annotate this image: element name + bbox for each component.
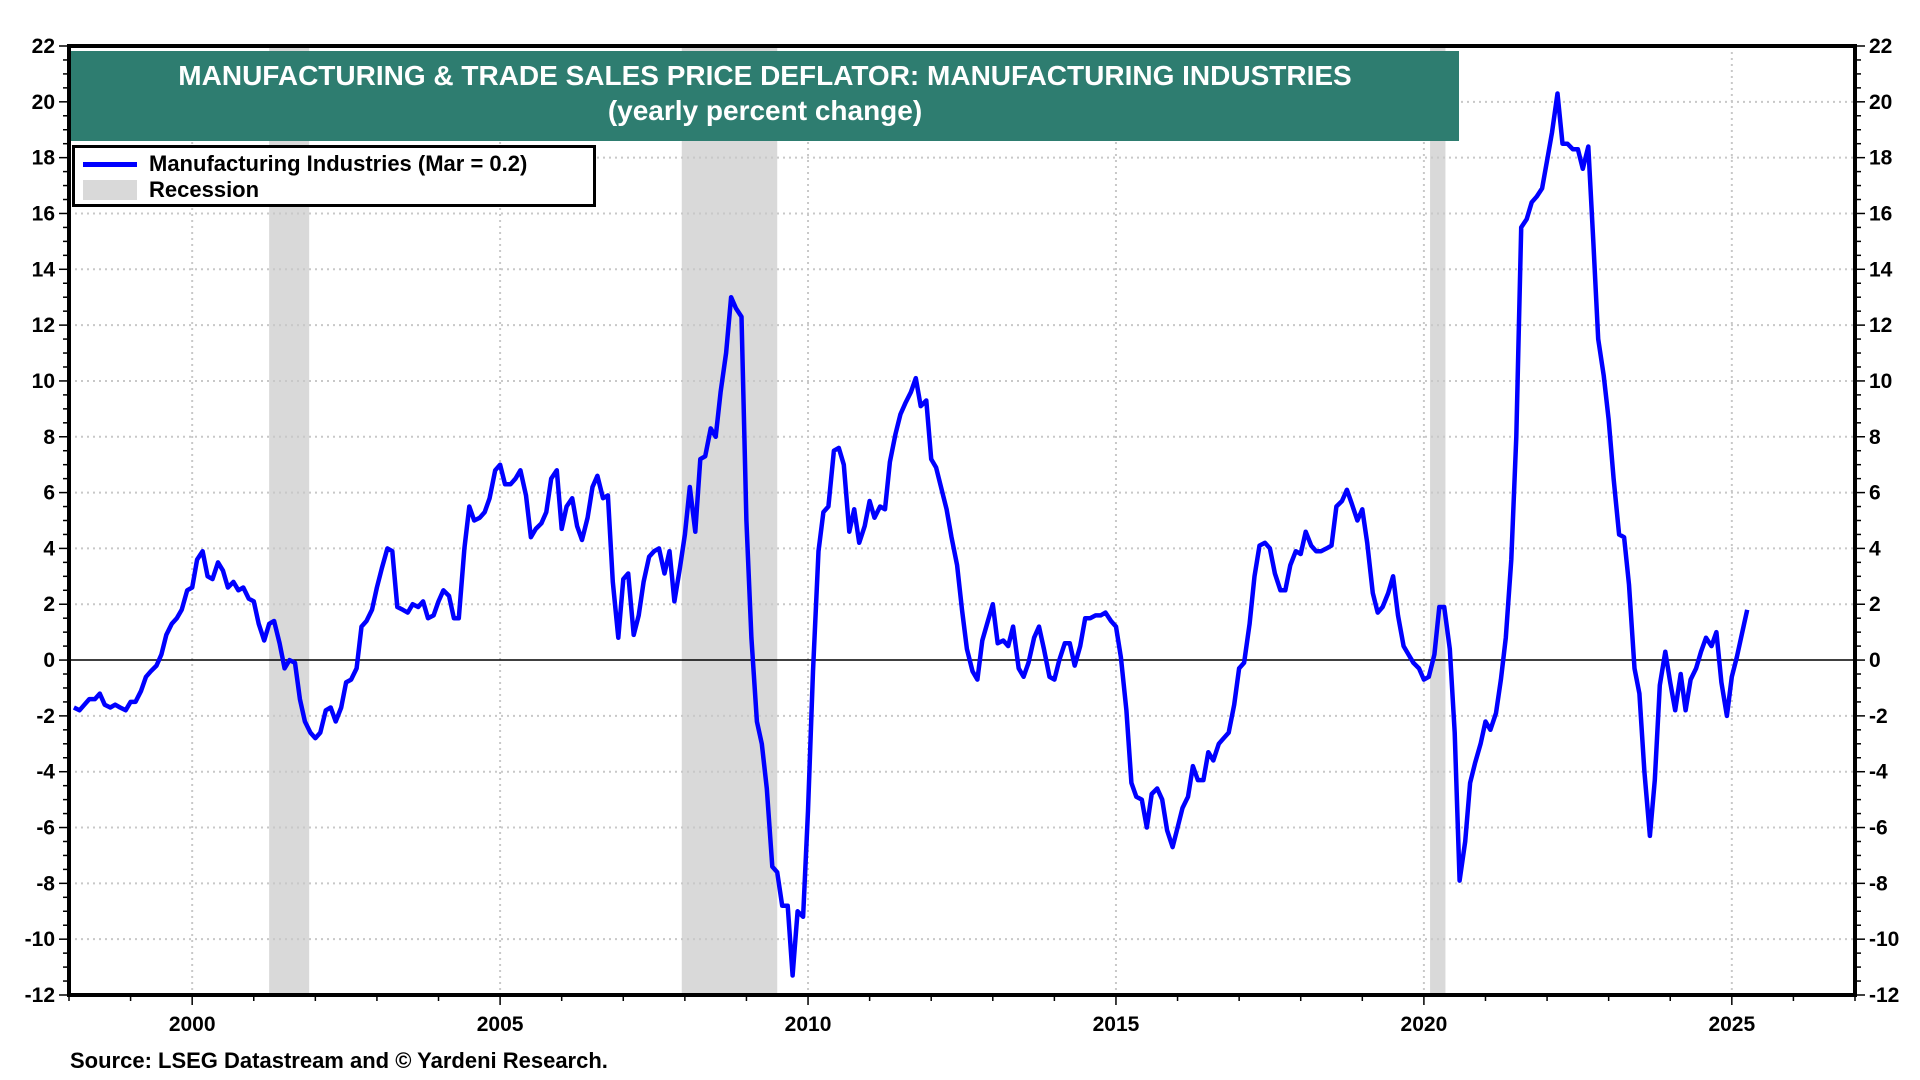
y-tick-label-right: -10 — [1869, 928, 1899, 951]
y-tick-label-right: 2 — [1869, 593, 1881, 616]
x-tick-label: 2000 — [169, 1013, 216, 1036]
y-tick-label-left: 8 — [43, 426, 55, 449]
legend-item-series: Manufacturing Industries (Mar = 0.2) — [83, 151, 527, 177]
legend: Manufacturing Industries (Mar = 0.2) Rec… — [72, 145, 596, 207]
recession-band — [1430, 46, 1446, 995]
series-layer — [72, 91, 1750, 978]
chart-title: MANUFACTURING & TRADE SALES PRICE DEFLAT… — [178, 60, 1352, 91]
y-tick-label-right: -8 — [1869, 872, 1888, 895]
chart-subtitle: (yearly percent change) — [607, 95, 923, 126]
y-tick-label-right: 14 — [1869, 258, 1893, 281]
x-tick-label: 2020 — [1401, 1013, 1448, 1036]
y-tick-label-left: 12 — [32, 314, 55, 337]
chart-title-banner: MANUFACTURING & TRADE SALES PRICE DEFLAT… — [71, 51, 1459, 141]
series-line-manufacturing-industries — [72, 91, 1750, 978]
y-tick-label-left: -10 — [25, 928, 55, 951]
y-tick-label-right: -2 — [1869, 705, 1888, 728]
y-tick-label-left: -8 — [36, 872, 55, 895]
legend-series-label: Manufacturing Industries (Mar = 0.2) — [149, 151, 528, 176]
y-tick-label-left: 18 — [32, 147, 56, 170]
y-tick-label-right: 4 — [1869, 537, 1881, 560]
y-tick-label-right: 18 — [1869, 147, 1893, 170]
y-tick-label-right: -6 — [1869, 817, 1888, 840]
y-tick-label-right: 20 — [1869, 91, 1892, 114]
y-tick-label-left: 0 — [43, 649, 55, 672]
y-tick-label-left: 2 — [43, 593, 55, 616]
legend-line-swatch — [83, 161, 137, 167]
y-tick-label-left: 16 — [32, 202, 55, 225]
y-tick-label-right: -12 — [1869, 984, 1899, 1007]
y-tick-label-left: 6 — [43, 482, 55, 505]
y-tick-label-left: -12 — [25, 984, 55, 1007]
x-tick-label: 2010 — [785, 1013, 832, 1036]
y-tick-label-left: -4 — [36, 761, 55, 784]
y-tick-label-left: 22 — [32, 35, 55, 58]
legend-item-recession: Recession — [83, 177, 259, 203]
legend-recession-swatch — [83, 180, 137, 200]
y-tick-label-left: 20 — [32, 91, 55, 114]
x-tick-label: 2025 — [1708, 1013, 1755, 1036]
y-tick-label-right: 6 — [1869, 482, 1881, 505]
y-tick-label-right: 12 — [1869, 314, 1892, 337]
y-tick-label-right: 22 — [1869, 35, 1892, 58]
y-tick-label-right: 0 — [1869, 649, 1881, 672]
x-tick-label: 2015 — [1093, 1013, 1140, 1036]
source-note: Source: LSEG Datastream and © Yardeni Re… — [70, 1048, 608, 1073]
legend-recession-label: Recession — [149, 177, 260, 202]
y-tick-label-right: 16 — [1869, 202, 1892, 225]
y-tick-label-left: -2 — [36, 705, 55, 728]
tick-labels: -12 -12-10 -10-8 -8-6 -6-4 -4-2 -20 02 24 46 68 810… — [25, 35, 1900, 1036]
axes — [59, 44, 1865, 1005]
y-tick-label-left: 10 — [32, 370, 55, 393]
y-tick-label-right: 8 — [1869, 426, 1881, 449]
y-tick-label-right: 10 — [1869, 370, 1892, 393]
y-tick-label-right: -4 — [1869, 761, 1888, 784]
y-tick-label-left: 4 — [43, 537, 55, 560]
y-tick-label-left: 14 — [32, 258, 56, 281]
y-tick-label-left: -6 — [36, 817, 55, 840]
x-tick-label: 2005 — [477, 1013, 524, 1036]
